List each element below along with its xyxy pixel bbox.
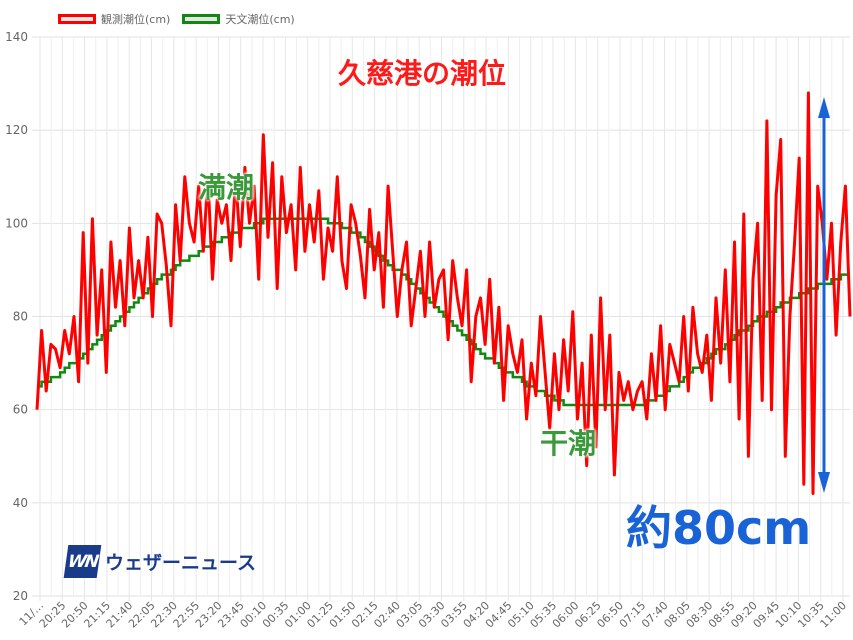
series-line-observed	[35, 91, 852, 495]
tide-range-label: 約80cm	[626, 501, 812, 555]
logo-mark: WN	[63, 545, 102, 578]
legend-label-observed: 観測潮位(cm)	[101, 13, 171, 26]
low-tide-label: 干潮	[540, 427, 597, 460]
legend-swatch-astronomical	[182, 14, 221, 24]
chart-title: 久慈港の潮位	[338, 57, 507, 90]
y-tick-label: 100	[5, 216, 28, 230]
legend-label-astronomical: 天文潮位(cm)	[225, 13, 295, 26]
arrow-up-icon	[818, 97, 830, 118]
y-tick-label: 60	[13, 403, 28, 417]
logo-text: ウェザーニュース	[105, 552, 257, 574]
legend-item-observed[interactable]: 観測潮位(cm)	[58, 11, 170, 27]
y-tick-label: 20	[13, 589, 28, 603]
y-tick-label: 120	[5, 123, 28, 137]
high-tide-label: 満潮	[198, 171, 255, 204]
legend-item-astronomical[interactable]: 天文潮位(cm)	[182, 11, 295, 27]
y-tick-label: 140	[5, 30, 28, 44]
legend-swatch-observed	[58, 14, 96, 24]
weathernews-logo: WN ウェザーニュース	[63, 545, 257, 578]
y-tick-label: 80	[13, 310, 28, 324]
y-tick-label: 40	[13, 496, 28, 510]
arrow-down-icon	[818, 472, 830, 493]
legend: 観測潮位(cm) 天文潮位(cm)	[58, 11, 295, 27]
